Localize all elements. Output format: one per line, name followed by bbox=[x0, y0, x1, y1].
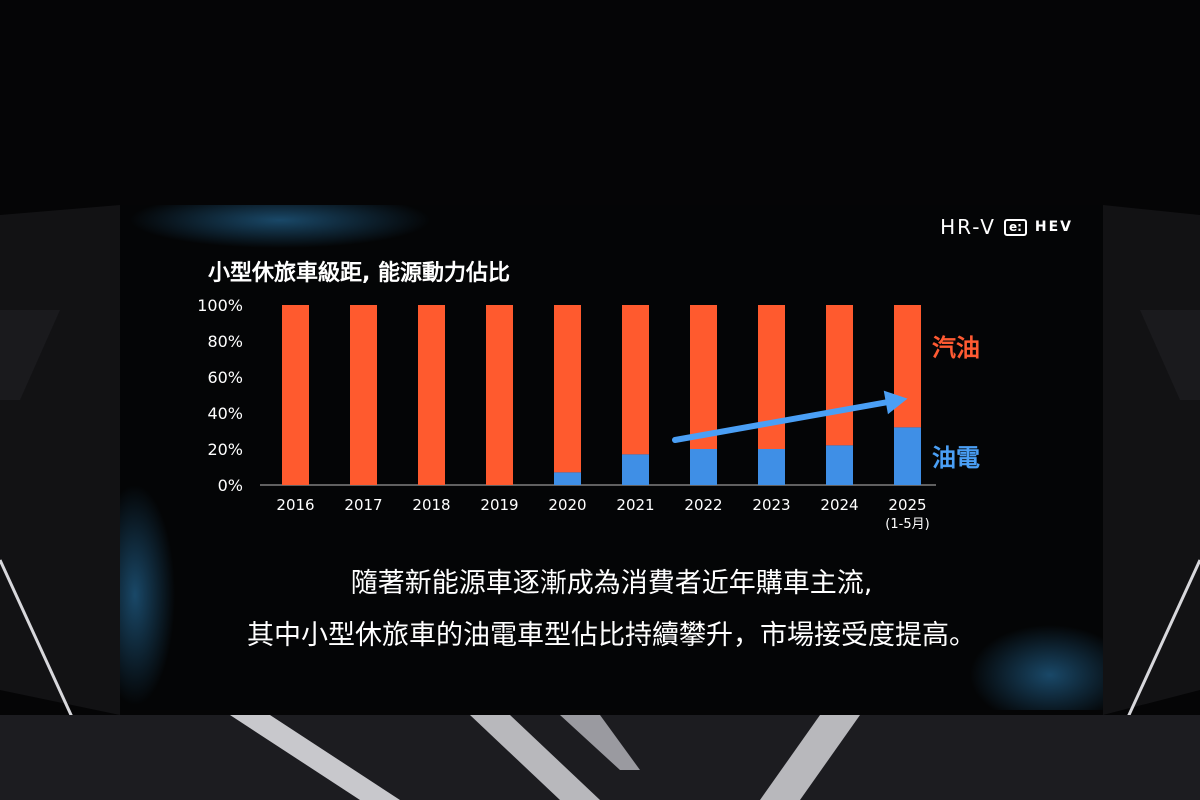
brand-logo: HR-V e: HEV bbox=[940, 215, 1073, 239]
bar-hybrid-2023 bbox=[758, 449, 785, 485]
brand-e-badge: e: bbox=[1003, 218, 1027, 236]
floor-light-3 bbox=[760, 715, 860, 800]
x-tick-label: 2023 bbox=[752, 496, 790, 514]
right-wall bbox=[1103, 205, 1200, 715]
x-tick-label: 2021 bbox=[616, 496, 654, 514]
floor-light-4 bbox=[560, 715, 640, 770]
x-tick-label: 2025 bbox=[888, 496, 926, 514]
bar-gasoline-2019 bbox=[486, 305, 513, 485]
trend-arrow-shaft bbox=[672, 399, 889, 443]
bar-gasoline-2025 bbox=[894, 305, 921, 428]
floor-light-2 bbox=[470, 715, 600, 800]
trend-arrow-head bbox=[883, 390, 908, 415]
y-tick-label: 0% bbox=[218, 476, 243, 495]
legend-gasoline: 汽油 bbox=[932, 334, 980, 362]
left-wall-panel bbox=[0, 310, 60, 400]
y-tick-label: 40% bbox=[207, 404, 243, 423]
x-tick-label: 2024 bbox=[820, 496, 858, 514]
x-tick-label: 2019 bbox=[480, 496, 518, 514]
bar-gasoline-2018 bbox=[418, 305, 445, 485]
y-tick-label: 60% bbox=[207, 368, 243, 387]
y-tick-label: 80% bbox=[207, 332, 243, 351]
caption-line-1: 隨著新能源車逐漸成為消費者近年購車主流, bbox=[350, 568, 873, 599]
bar-hybrid-2025 bbox=[894, 427, 921, 485]
left-wall bbox=[0, 205, 120, 715]
glow-bottom-right bbox=[970, 625, 1103, 710]
presentation-screen: HR-V e: HEV 小型休旅車級距, 能源動力佔比 0% 20% 40% 60% 8… bbox=[120, 205, 1103, 710]
bar-hybrid-2022 bbox=[690, 449, 717, 485]
y-tick-label: 100% bbox=[197, 296, 243, 315]
legend-hybrid: 油電 bbox=[932, 444, 980, 472]
x-tick-label: 2017 bbox=[344, 496, 382, 514]
bar-hybrid-2020 bbox=[554, 472, 581, 485]
bar-gasoline-2020 bbox=[554, 305, 581, 473]
caption: 隨著新能源車逐漸成為消費者近年購車主流, 其中小型休旅車的油電車型佔比持續攀升，… bbox=[120, 558, 1103, 662]
x-tick-label: 2020 bbox=[548, 496, 586, 514]
bar-gasoline-2017 bbox=[350, 305, 377, 485]
glow-top bbox=[130, 205, 430, 248]
bar-hybrid-2024 bbox=[826, 445, 853, 485]
bar-hybrid-2021 bbox=[622, 454, 649, 485]
y-tick-label: 20% bbox=[207, 440, 243, 459]
bar-gasoline-2024 bbox=[826, 305, 853, 446]
x-tick-sublabel: (1-5月) bbox=[885, 517, 929, 532]
floor-light-1 bbox=[230, 715, 400, 800]
caption-line-2: 其中小型休旅車的油電車型佔比持續攀升，市場接受度提高。 bbox=[247, 620, 976, 651]
chart-title: 小型休旅車級距, 能源動力佔比 bbox=[208, 261, 511, 286]
x-tick-label: 2022 bbox=[684, 496, 722, 514]
right-wall-panel bbox=[1140, 310, 1200, 400]
bar-gasoline-2022 bbox=[690, 305, 717, 449]
glow-left bbox=[120, 485, 175, 705]
brand-hev: HEV bbox=[1034, 219, 1073, 235]
x-tick-label: 2018 bbox=[412, 496, 450, 514]
stacked-bar-chart: 0% 20% 40% 60% 80% 100% 2016 2017 2018 2019 2020 20… bbox=[197, 296, 936, 532]
bar-gasoline-2021 bbox=[622, 305, 649, 455]
bar-gasoline-2016 bbox=[282, 305, 309, 485]
particle-decoration bbox=[120, 205, 1103, 710]
brand-model: HR-V bbox=[940, 215, 996, 239]
x-tick-label: 2016 bbox=[276, 496, 314, 514]
